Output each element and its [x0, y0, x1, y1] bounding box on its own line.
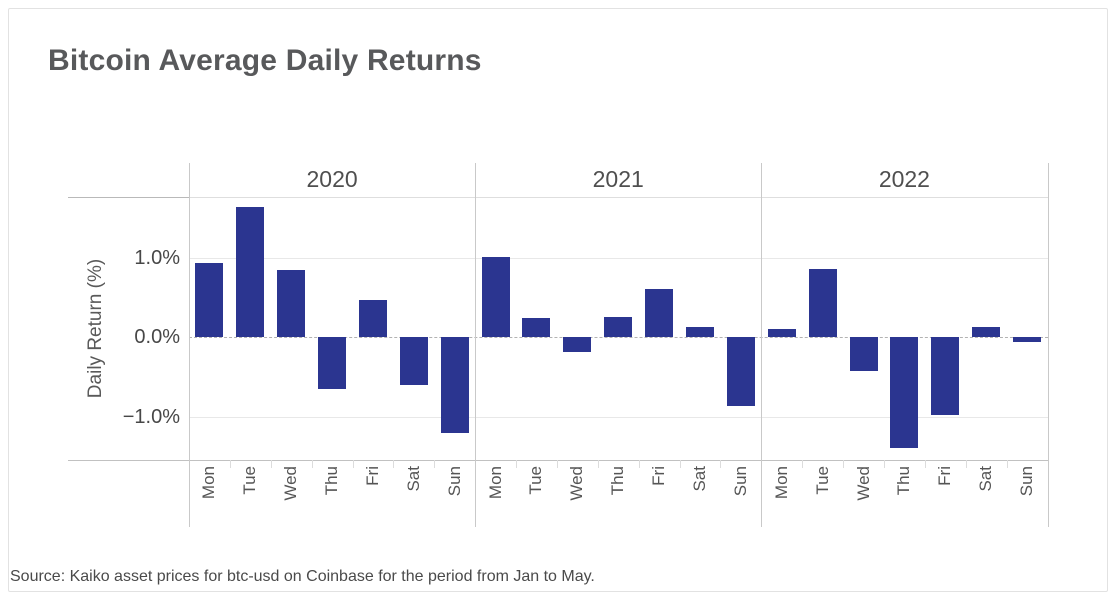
- gridline: [189, 416, 1048, 418]
- zero-line: [189, 337, 1048, 338]
- x-tick-label: Thu: [608, 466, 628, 496]
- bar-2022-Fri: [931, 337, 960, 415]
- bar-2020-Wed: [277, 270, 306, 337]
- facet-plot: [761, 197, 1047, 460]
- category-tick: [883, 460, 885, 468]
- y-tick-label: 1.0%: [134, 246, 180, 269]
- panel-divider: [1047, 163, 1049, 527]
- source-note: Source: Kaiko asset prices for btc-usd o…: [10, 568, 595, 585]
- bar-2020-Tue: [236, 207, 265, 337]
- category-tick: [434, 460, 436, 468]
- bar-2021-Mon: [481, 256, 510, 337]
- category-tick: [352, 460, 354, 468]
- bar-2021-Sun: [726, 337, 755, 407]
- bar-2020-Fri: [358, 300, 387, 337]
- category-tick: [965, 460, 967, 468]
- y-tick-label: −1.0%: [122, 405, 180, 428]
- category-tick: [924, 460, 926, 468]
- bar-2021-Tue: [522, 317, 551, 337]
- x-tick-label: Fri: [649, 466, 669, 486]
- panel-divider: [474, 163, 476, 527]
- chart-card-border: [8, 8, 1108, 592]
- panel-divider: [188, 163, 190, 527]
- x-tick-label: Wed: [281, 466, 301, 501]
- bar-2022-Sun: [1013, 337, 1042, 342]
- category-tick: [311, 460, 313, 468]
- bar-2021-Thu: [604, 317, 633, 337]
- x-tick-label: Wed: [853, 466, 873, 501]
- y-tick-label: 0.0%: [134, 326, 180, 348]
- x-tick-label: Sat: [403, 466, 423, 492]
- category-tick: [270, 460, 272, 468]
- category-tick: [229, 460, 231, 468]
- bar-2020-Sun: [440, 337, 469, 434]
- facet-plot: [475, 197, 761, 460]
- plot-top-axis-segment: [68, 197, 189, 198]
- category-tick: [843, 460, 845, 468]
- bar-2021-Wed: [563, 337, 592, 353]
- category-tick: [720, 460, 722, 468]
- x-tick-label: Thu: [894, 466, 914, 496]
- bar-2022-Mon: [767, 329, 796, 337]
- category-tick: [516, 460, 518, 468]
- facet-year-header: 2022: [878, 166, 930, 192]
- x-tick-label: Sat: [976, 466, 996, 492]
- category-tick: [393, 460, 395, 468]
- x-tick-label: Mon: [199, 466, 219, 500]
- x-tick-label: Mon: [771, 466, 791, 500]
- x-tick-label: Sun: [444, 466, 464, 497]
- chart-title: Bitcoin Average Daily Returns: [48, 44, 482, 77]
- bar-2022-Wed: [849, 337, 878, 372]
- x-tick-label: Fri: [362, 466, 382, 486]
- plot-top-border: [189, 197, 1048, 198]
- x-tick-label: Fri: [935, 466, 955, 486]
- facet-year-header: 2020: [306, 166, 358, 192]
- x-tick-label: Tue: [812, 466, 832, 495]
- gridline: [189, 257, 1048, 259]
- facet-year-header: 2021: [592, 166, 644, 192]
- bar-2020-Sat: [399, 337, 428, 385]
- bar-2020-Thu: [318, 337, 347, 389]
- x-tick-label: Thu: [322, 466, 342, 496]
- x-tick-label: Wed: [567, 466, 587, 501]
- x-tick-label: Tue: [240, 466, 260, 495]
- category-tick: [556, 460, 558, 468]
- bar-2021-Sat: [686, 326, 714, 337]
- facet-plot: [189, 197, 475, 460]
- category-tick: [1006, 460, 1008, 468]
- x-tick-label: Mon: [485, 466, 505, 500]
- x-tick-label: Tue: [526, 466, 546, 495]
- category-tick: [597, 460, 599, 468]
- bar-2020-Mon: [195, 263, 224, 337]
- x-tick-label: Sun: [1017, 466, 1037, 497]
- bar-2022-Tue: [808, 269, 837, 337]
- x-tick-label: Sun: [730, 466, 750, 497]
- category-tick: [679, 460, 681, 468]
- x-tick-label: Sat: [690, 466, 709, 492]
- panel-divider: [760, 163, 762, 527]
- bar-2021-Fri: [645, 289, 674, 337]
- category-tick: [638, 460, 640, 468]
- category-tick: [802, 460, 804, 468]
- bar-2022-Thu: [890, 337, 919, 448]
- bar-2022-Sat: [972, 326, 1001, 337]
